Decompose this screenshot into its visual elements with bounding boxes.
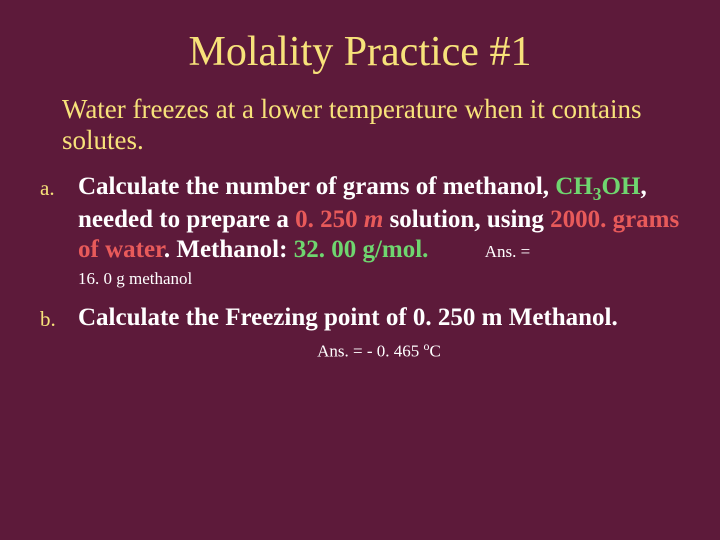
value-a-3: 32. 00 g/mol. (294, 236, 429, 263)
formula-a: CH3OH (555, 173, 640, 200)
item-a: a. Calculate the number of grams of meth… (40, 172, 680, 265)
bullet-b: b. (40, 303, 78, 362)
content-a: Calculate the number of grams of methano… (78, 172, 680, 265)
intro-text: Water freezes at a lower temperature whe… (62, 94, 680, 156)
value-a-1: 0. 250 m (295, 206, 383, 233)
ans-a-value: 16. 0 g methanol (78, 269, 680, 289)
slide-title: Molality Practice #1 (40, 28, 680, 76)
text-b-1: Calculate the Freezing point of 0. 250 m… (78, 304, 618, 331)
content-b: Calculate the Freezing point of 0. 250 m… (78, 303, 680, 362)
item-b: b. Calculate the Freezing point of 0. 25… (40, 303, 680, 362)
slide: Molality Practice #1 Water freezes at a … (0, 0, 720, 540)
text-a-3: solution, using (383, 206, 550, 233)
ans-a-label: Ans. = (485, 242, 530, 261)
ans-b: Ans. = - 0. 465 oC (78, 339, 680, 362)
bullet-a: a. (40, 172, 78, 265)
text-a-4: . Methanol: (164, 236, 294, 263)
text-a-1: Calculate the number of grams of methano… (78, 173, 555, 200)
